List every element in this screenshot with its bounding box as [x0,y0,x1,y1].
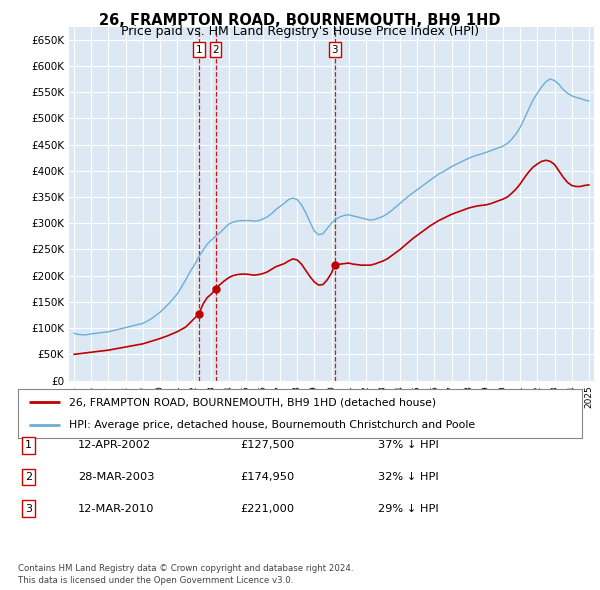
Text: Price paid vs. HM Land Registry's House Price Index (HPI): Price paid vs. HM Land Registry's House … [121,25,479,38]
Text: 37% ↓ HPI: 37% ↓ HPI [378,441,439,450]
Text: 12-APR-2002: 12-APR-2002 [78,441,151,450]
Text: 3: 3 [331,45,338,54]
Text: 29% ↓ HPI: 29% ↓ HPI [378,504,439,513]
Text: HPI: Average price, detached house, Bournemouth Christchurch and Poole: HPI: Average price, detached house, Bour… [69,419,475,430]
Text: £221,000: £221,000 [240,504,294,513]
Text: 2: 2 [212,45,219,54]
Text: 1: 1 [25,441,32,450]
Text: Contains HM Land Registry data © Crown copyright and database right 2024.
This d: Contains HM Land Registry data © Crown c… [18,565,353,585]
Text: 12-MAR-2010: 12-MAR-2010 [78,504,155,513]
Text: £174,950: £174,950 [240,472,294,481]
Text: 28-MAR-2003: 28-MAR-2003 [78,472,155,481]
Text: 32% ↓ HPI: 32% ↓ HPI [378,472,439,481]
Text: 3: 3 [25,504,32,513]
Text: 1: 1 [196,45,202,54]
Text: 2: 2 [25,472,32,481]
Text: £127,500: £127,500 [240,441,294,450]
Text: 26, FRAMPTON ROAD, BOURNEMOUTH, BH9 1HD (detached house): 26, FRAMPTON ROAD, BOURNEMOUTH, BH9 1HD … [69,398,436,408]
Text: 26, FRAMPTON ROAD, BOURNEMOUTH, BH9 1HD: 26, FRAMPTON ROAD, BOURNEMOUTH, BH9 1HD [99,13,501,28]
